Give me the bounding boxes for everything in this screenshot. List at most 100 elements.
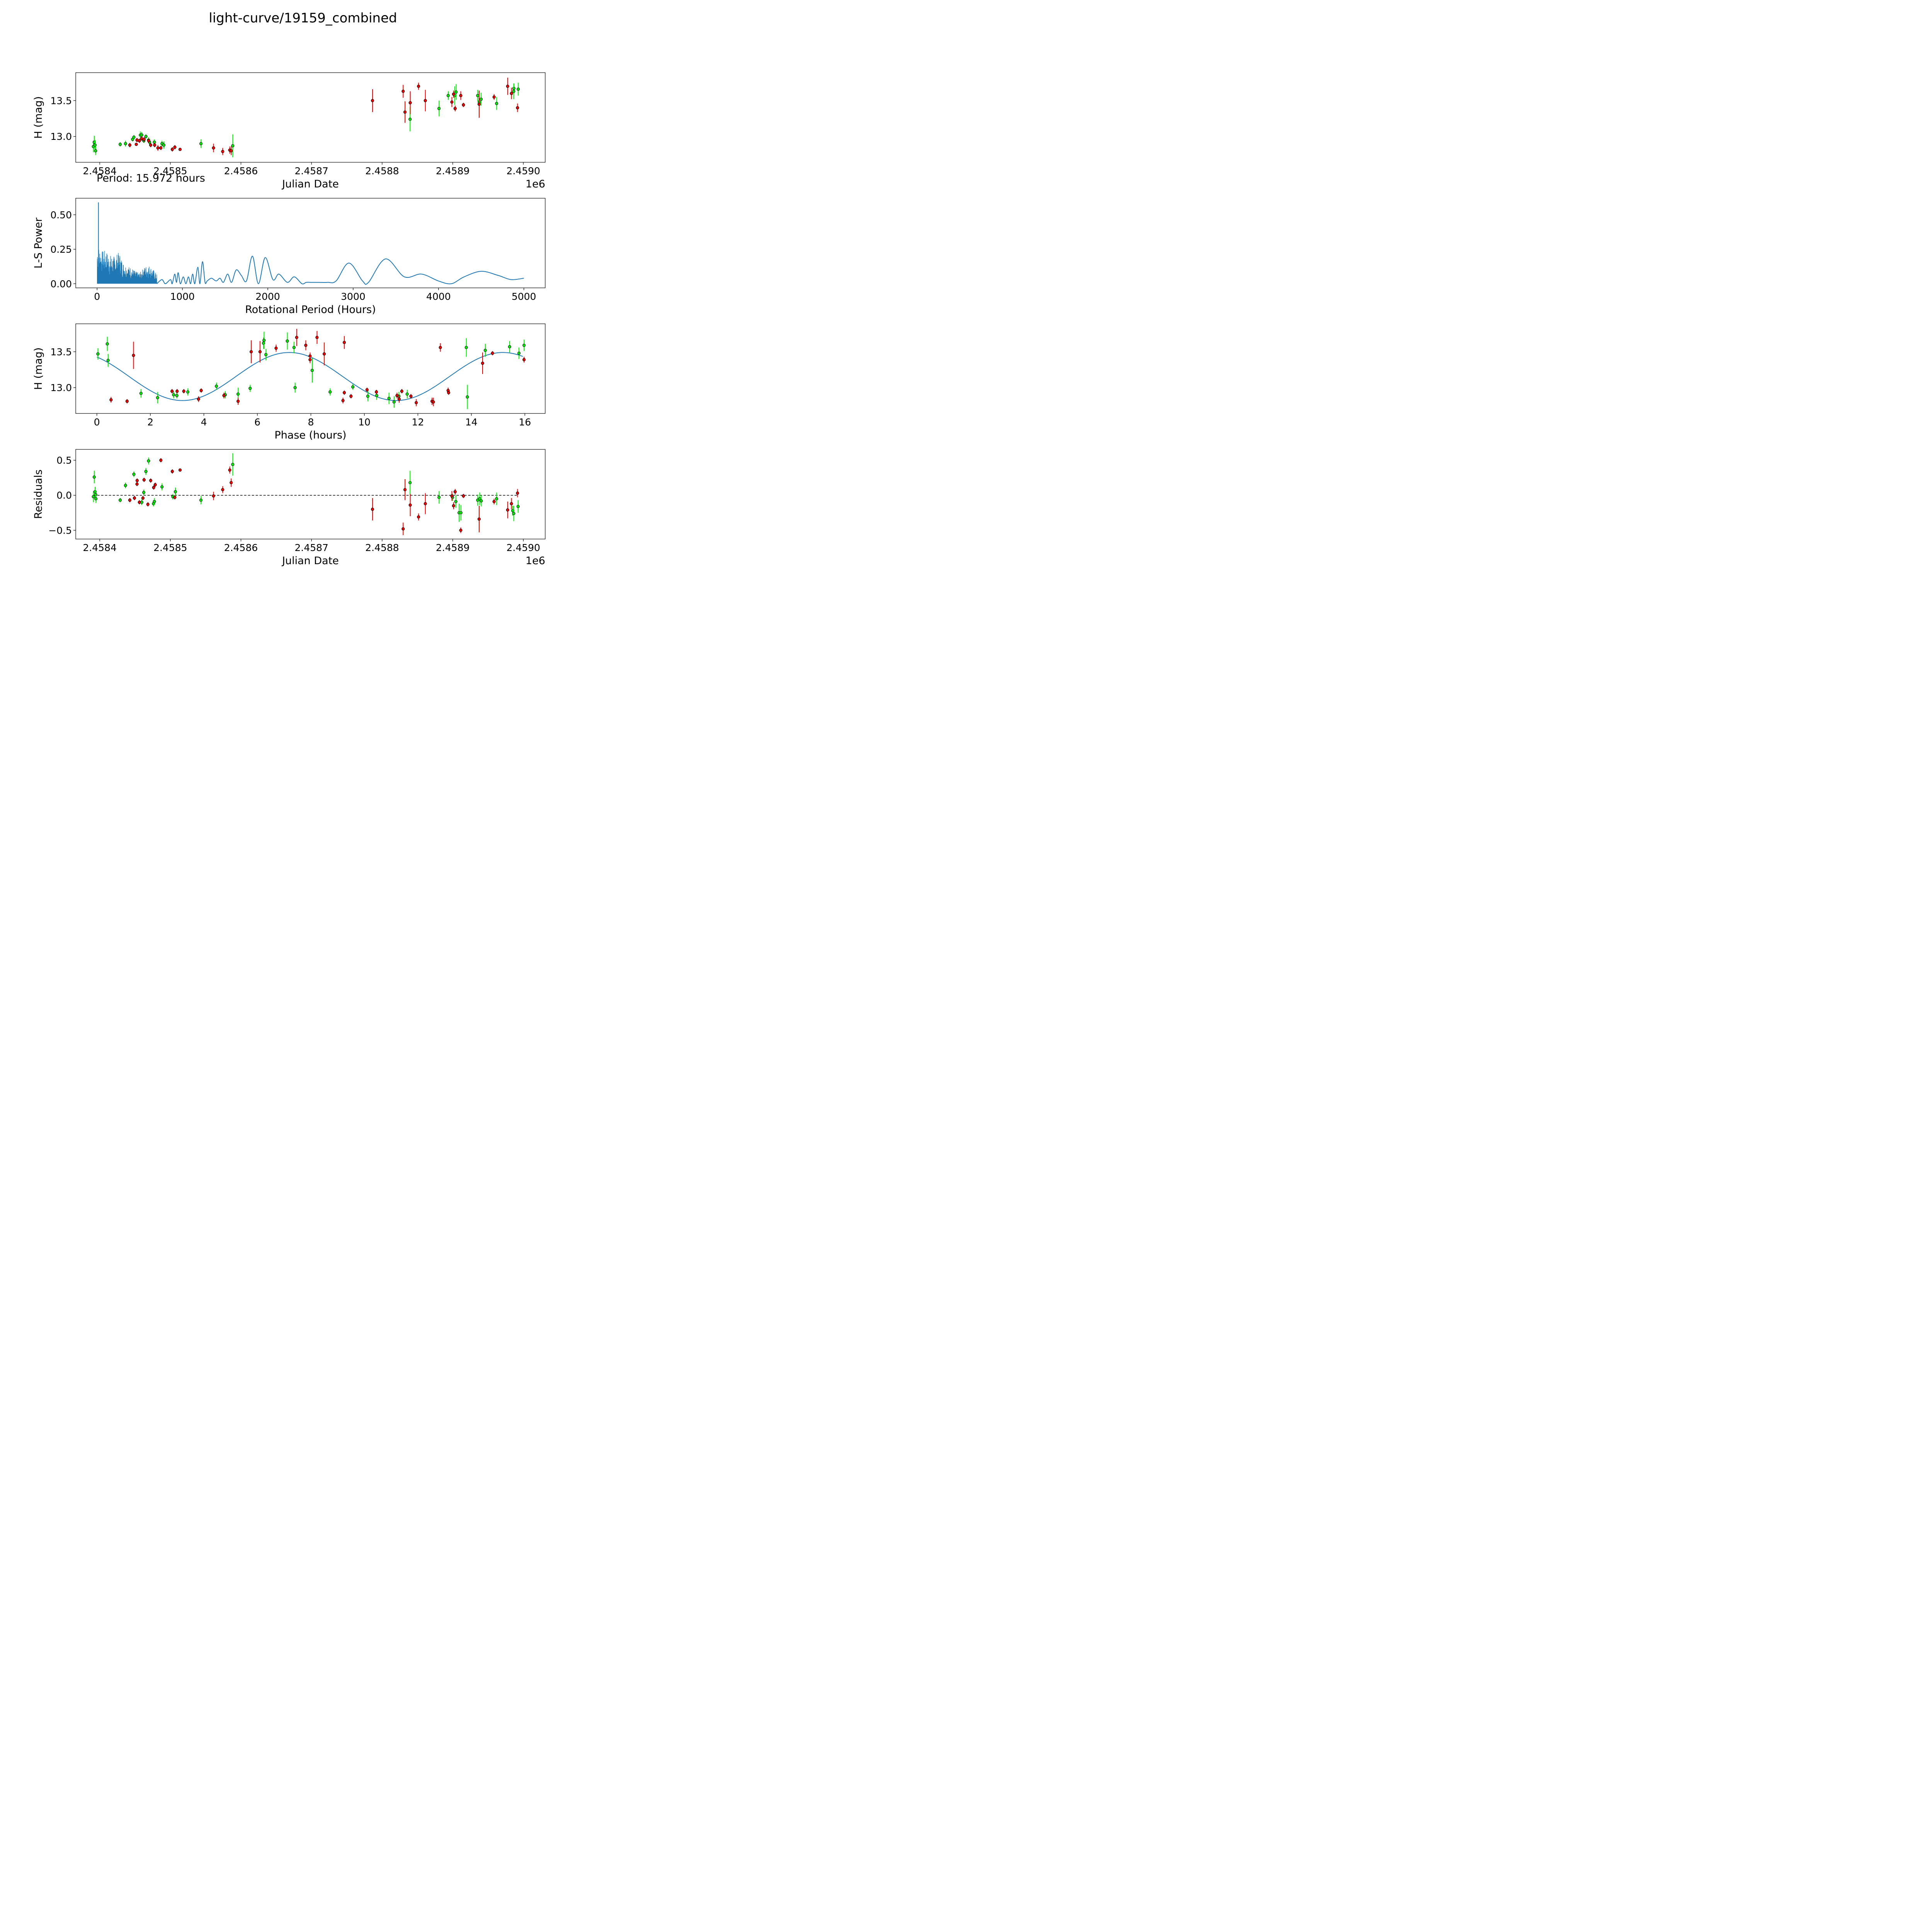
residuals-ylabel: Residuals <box>32 469 44 519</box>
phase-point-red <box>342 391 346 395</box>
timeseries-xlabel: Julian Date <box>281 178 339 190</box>
phase-point-green <box>156 396 159 400</box>
phase-point-red <box>415 401 418 405</box>
phase-xlabel: Phase (hours) <box>274 429 346 441</box>
phase-xtick-label: 14 <box>465 417 478 428</box>
timeseries-point-red <box>178 148 182 151</box>
timeseries-xtick-label: 2.4586 <box>224 165 258 177</box>
phase-point-red <box>491 351 494 355</box>
residuals-point-red <box>516 492 519 495</box>
residuals-point-green <box>199 498 203 502</box>
residuals-point-red <box>459 529 463 532</box>
timeseries-point-red <box>492 95 496 99</box>
phase-xtick-label: 10 <box>358 417 371 428</box>
phase-point-red <box>109 398 113 401</box>
residuals-point-red <box>178 468 182 472</box>
residuals-point-green <box>144 469 148 473</box>
phase-point-green <box>328 390 332 394</box>
timeseries-xtick-label: 2.4590 <box>507 165 540 177</box>
residuals-xtick-label: 2.4584 <box>83 542 116 553</box>
residuals-point-red <box>128 498 132 502</box>
timeseries-xtick-label: 2.4589 <box>436 165 469 177</box>
phase-point-red <box>409 395 413 398</box>
phase-point-red <box>175 389 179 393</box>
timeseries-point-green <box>512 90 515 93</box>
timeseries-point-red <box>156 146 160 150</box>
timeseries-point-green <box>93 143 97 147</box>
phase-point-red <box>308 358 312 361</box>
phase-point-red <box>481 361 485 365</box>
periodogram-dense-region <box>97 250 157 284</box>
residuals-point-green <box>119 498 122 502</box>
timeseries-point-red <box>452 92 455 96</box>
phase-point-red <box>182 389 185 393</box>
timeseries-point-red <box>506 85 509 88</box>
phase-point-green <box>262 338 266 342</box>
phase-point-green <box>139 391 143 395</box>
periodogram-xtick-label: 0 <box>94 291 100 302</box>
timeseries-point-red <box>450 100 454 104</box>
residuals-point-red <box>230 481 233 485</box>
timeseries-ytick-label: 13.0 <box>50 131 72 142</box>
phase-point-green <box>522 344 526 347</box>
timeseries-point-red <box>173 145 177 149</box>
residuals-point-red <box>401 527 405 531</box>
residuals-xtick-label: 2.4585 <box>153 542 187 553</box>
timeseries-point-red <box>149 143 153 147</box>
residuals-point-red <box>153 483 157 486</box>
residuals-point-red <box>141 496 145 500</box>
phase-point-green <box>392 400 396 404</box>
residuals-panel: 2.4584 2.4585 2.4586 2.4587 2.4588 2.4589 2.45… <box>32 449 546 567</box>
timeseries-xtick-label: 2.4588 <box>365 165 399 177</box>
timeseries-point-green <box>124 142 127 145</box>
phase-point-red <box>199 389 203 392</box>
timeseries-xtick-label: 2.4585 <box>153 165 187 177</box>
phase-point-red <box>365 388 369 391</box>
periodogram-xtick-label: 2000 <box>255 291 280 302</box>
periodogram-ytick-label: 0.00 <box>50 278 72 289</box>
phase-point-green <box>262 342 265 345</box>
phase-point-green <box>375 394 378 397</box>
phase-point-green <box>236 392 240 396</box>
phase-point-green <box>286 339 289 343</box>
residuals-point-red <box>462 494 465 498</box>
residuals-point-red <box>152 486 155 489</box>
timeseries-xtick-label: 2.4587 <box>294 165 328 177</box>
phase-xtick-label: 16 <box>519 417 531 428</box>
phase-point-green <box>310 369 314 372</box>
phase-xtick-label: 12 <box>412 417 424 428</box>
timeseries-point-red <box>170 148 174 151</box>
timeseries-point-red <box>153 143 156 147</box>
phase-point-green <box>106 359 110 362</box>
residuals-point-green <box>512 512 515 515</box>
phase-point-red <box>400 389 404 393</box>
phase-point-green <box>175 394 179 397</box>
phase-point-red <box>258 350 262 354</box>
phase-point-green <box>248 386 252 390</box>
phase-point-red <box>447 391 451 395</box>
residuals-point-red <box>221 488 224 492</box>
residuals-point-red <box>423 502 427 505</box>
phase-xtick-label: 2 <box>147 417 153 428</box>
timeseries-point-red <box>142 138 146 141</box>
phase-point-green <box>96 352 100 356</box>
phase-point-green <box>293 386 297 389</box>
phase-point-red <box>236 400 240 403</box>
timeseries-offset-label: 1e6 <box>526 178 545 190</box>
timeseries-point-green <box>437 107 441 110</box>
phase-xtick-label: 6 <box>254 417 260 428</box>
phase-point-green <box>366 395 370 398</box>
residuals-point-green <box>92 495 95 498</box>
figure: light-curve/19159_combined 2.4584 2.4585 2… <box>32 10 546 567</box>
phase-point-green <box>405 392 409 396</box>
phase-xtick-label: 4 <box>201 417 207 428</box>
timeseries-point-red <box>134 143 138 146</box>
periodogram-line <box>156 255 524 285</box>
period-label: Period: 15.972 hours <box>97 172 205 184</box>
timeseries-frame <box>75 72 546 163</box>
timeseries-point-red <box>408 101 412 105</box>
residuals-ytick-label: 0.5 <box>56 455 72 466</box>
phase-point-red <box>522 358 526 361</box>
phase-point-red <box>315 336 319 339</box>
residuals-point-red <box>173 496 177 499</box>
